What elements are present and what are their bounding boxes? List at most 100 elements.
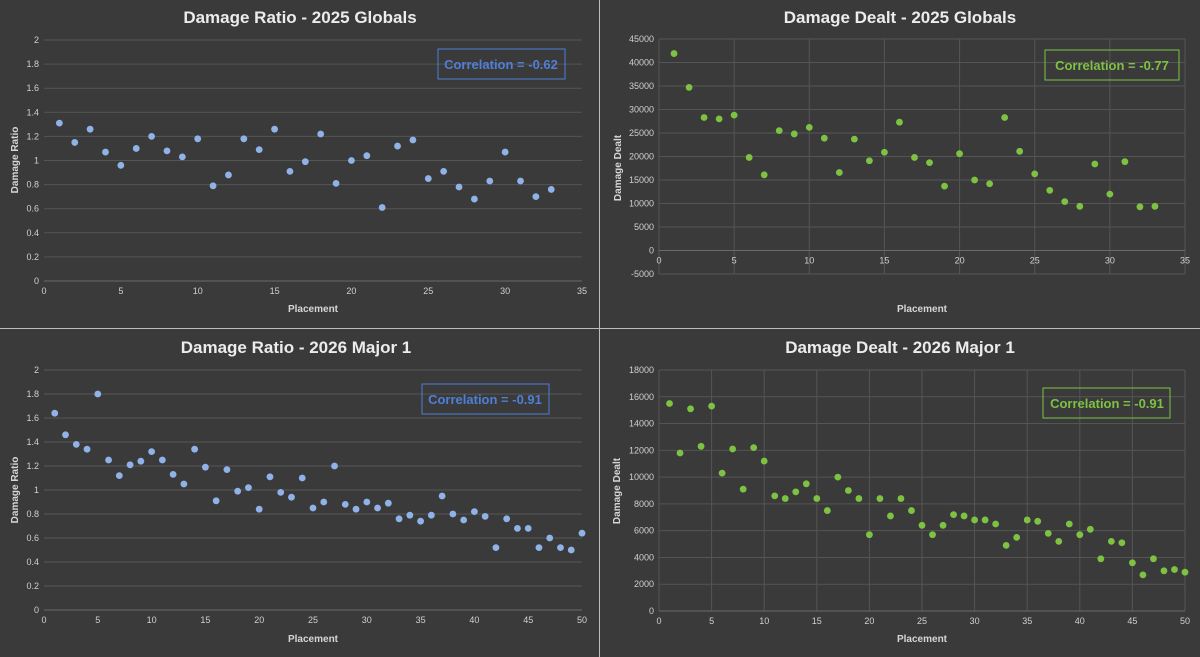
data-point [700,114,708,121]
x-tick-label: 0 [656,256,661,266]
data-point [1118,539,1126,547]
data-point [1160,567,1168,575]
data-point [739,485,747,493]
data-point [501,148,509,156]
data-point [546,534,554,542]
data-point [992,520,1000,528]
data-point [225,171,232,179]
x-axis-title: Placement [288,634,339,645]
data-point [309,504,317,512]
data-point [440,167,448,175]
data-point [1061,198,1069,206]
data-point [449,510,457,518]
data-point [1121,158,1129,166]
correlation-box-border [421,383,550,415]
data-point [760,457,768,465]
x-tick-label: 50 [577,615,587,625]
data-point [887,512,894,520]
data-point [802,480,810,488]
y-tick-label: 0 [34,605,39,615]
x-tick-label: 10 [804,256,814,266]
data-point [394,142,401,150]
y-tick-label: 1.6 [26,413,39,423]
y-tick-label: 12000 [629,445,654,455]
y-tick-label: 30000 [629,105,654,115]
chart-ratio-2025: Damage Ratio - 2025 Globals 0 5 10 15 20 25 30… [10,8,587,315]
data-point [708,402,715,410]
data-point [524,525,532,532]
data-point [1171,566,1178,573]
data-point [950,511,957,518]
chart-ratio-2026: Damage Ratio - 2026 Major 1 0 5 10 15 20 25 30… [10,338,587,645]
x-tick-label: 30 [362,615,372,625]
data-point [137,457,145,465]
data-point [245,484,252,491]
data-point [866,531,873,539]
x-tick-label: 5 [95,615,100,625]
data-point [771,492,779,500]
data-point [514,525,521,532]
data-point [1086,525,1094,533]
y-tick-label: 0.2 [26,581,39,591]
y-tick-labels: 0 0.2 0.4 0.6 0.8 1 1.2 1.4 1.6 1.8 2 [26,35,39,286]
correlation-box: Correlation = -0.91 [421,383,550,415]
data-point [209,182,217,190]
data-point [517,177,524,185]
grid-lines [658,38,1186,275]
chart-title: Damage Dealt - 2025 Globals [784,8,1016,27]
x-tick-labels: 0 5 10 15 20 25 30 35 [656,256,1190,266]
data-point [1002,541,1010,549]
correlation-label: Correlation = -0.91 [428,392,542,407]
data-point [1129,559,1136,567]
data-point [115,472,123,479]
data-point [535,544,543,551]
data-point [72,441,80,448]
chart-title: Damage Ratio - 2026 Major 1 [181,338,412,357]
data-point [298,474,306,482]
correlation-label: Correlation = -0.91 [1050,396,1164,411]
y-tick-label: 1.4 [26,107,39,117]
chart-title: Damage Ratio - 2025 Globals [183,8,416,27]
data-point [960,512,968,520]
y-tick-label: 6000 [634,526,654,536]
data-point [1031,170,1039,178]
y-tick-label: 25000 [629,128,654,138]
y-axis-title: Damage Dealt [613,134,624,201]
data-point [1107,537,1115,545]
y-tick-label: 0.8 [26,509,39,519]
x-tick-label: 20 [864,616,874,626]
data-point [567,546,575,554]
x-tick-label: 20 [346,286,356,296]
data-point [180,480,188,488]
y-axis-title: Damage Ratio [10,127,21,194]
correlation-box-border [437,48,566,80]
data-point [374,504,381,512]
data-point [378,204,386,211]
data-point [578,529,586,537]
data-point [1151,202,1159,210]
data-point [105,456,112,464]
data-point [455,183,463,191]
x-tick-label: 25 [423,286,433,296]
data-point [240,135,248,143]
data-point [1150,555,1157,563]
data-point [132,145,140,152]
x-tick-label: 40 [1075,616,1085,626]
y-tick-label: 10000 [629,472,654,482]
data-point [792,488,800,496]
y-tick-label: 2 [34,365,39,375]
data-point [409,136,417,144]
y-tick-labels: 0 2000 4000 6000 8000 10000 12000 14000 16000 180… [629,365,654,616]
x-tick-label: 45 [523,615,533,625]
x-tick-label: 0 [41,286,46,296]
x-axis-title: Placement [897,634,948,645]
data-points [51,390,586,554]
data-point [687,405,694,413]
data-point [384,499,392,507]
data-point [266,473,274,481]
data-point [1034,517,1042,525]
data-point [1055,537,1063,545]
data-point [234,487,242,495]
data-point [62,431,69,439]
y-tick-label: 16000 [629,392,654,402]
